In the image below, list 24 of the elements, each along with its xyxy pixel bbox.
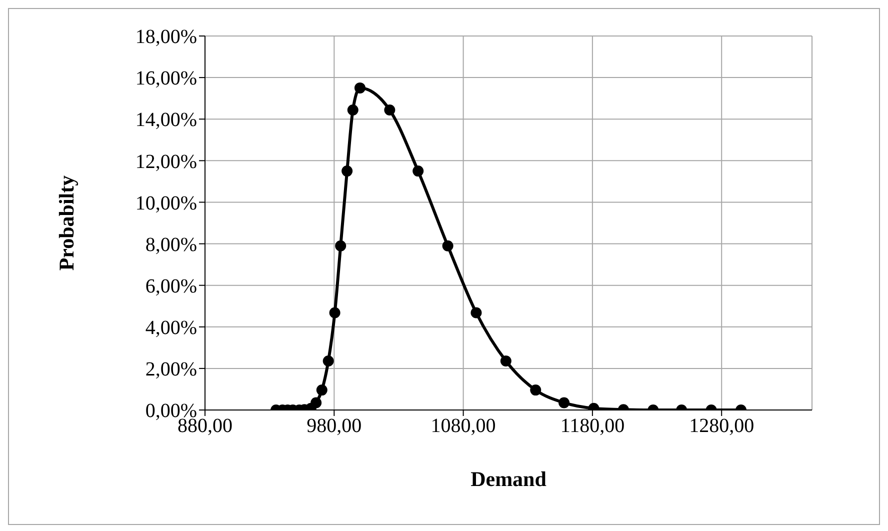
x-tick-label: 1080,00	[430, 415, 496, 438]
x-tick-label: 1280,00	[689, 415, 754, 438]
y-tick-label: 8,00%	[145, 234, 197, 256]
point	[347, 104, 358, 116]
point	[470, 307, 482, 318]
y-tick-label: 10,00%	[135, 192, 197, 214]
point	[442, 240, 454, 252]
point	[342, 166, 353, 177]
point	[412, 166, 424, 177]
y-tick-label: 16,00%	[135, 68, 197, 90]
point	[335, 240, 346, 252]
point	[329, 307, 340, 318]
y-tick-label: 14,00%	[135, 109, 197, 132]
point	[354, 82, 366, 94]
y-tick-label: 2,00%	[145, 358, 197, 381]
y-tick-label: 6,00%	[145, 275, 197, 298]
x-axis-title: Demand	[470, 467, 547, 491]
x-tick-label: 1180,00	[560, 415, 625, 438]
point	[384, 104, 396, 116]
y-tick-label: 18,00%	[135, 26, 197, 48]
y-tick-label: 12,00%	[135, 150, 197, 173]
y-tick-label: 4,00%	[145, 316, 197, 339]
y-axis-title: Probabilty	[54, 174, 78, 271]
x-tick-label: 980,00	[306, 415, 362, 438]
